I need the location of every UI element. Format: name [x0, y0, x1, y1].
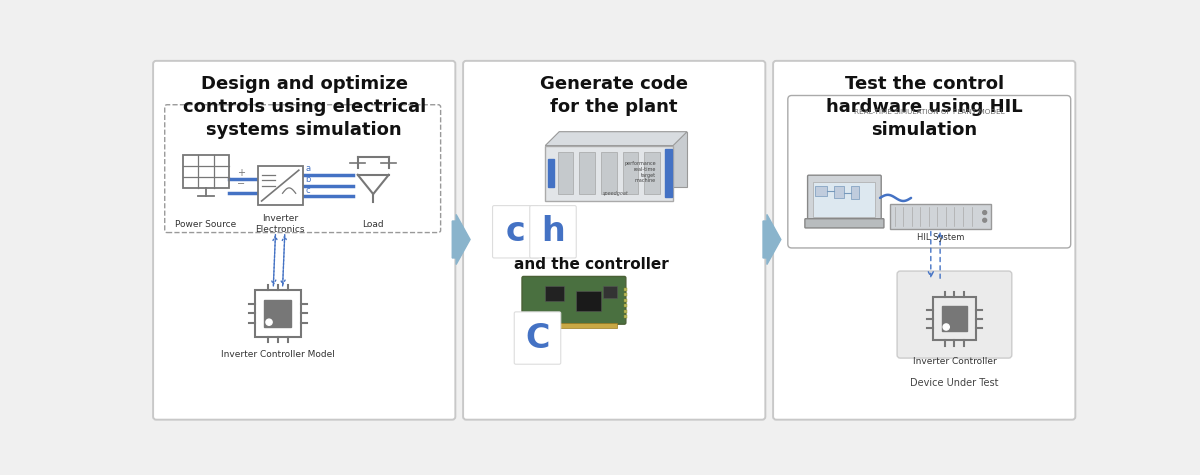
Bar [623, 152, 638, 194]
Text: b: b [305, 175, 311, 184]
Bar [851, 186, 859, 199]
FancyBboxPatch shape [898, 271, 1012, 358]
FancyBboxPatch shape [463, 61, 766, 420]
Text: Test the control
hardware using HIL
simulation: Test the control hardware using HIL simu… [826, 75, 1022, 139]
Bar [644, 152, 660, 194]
Polygon shape [545, 132, 688, 145]
Bar [258, 166, 302, 205]
Bar [624, 304, 628, 307]
FancyArrow shape [763, 215, 781, 265]
Bar [624, 315, 628, 318]
Text: Design and optimize
controls using electrical
systems simulation: Design and optimize controls using elect… [182, 75, 426, 139]
Text: c: c [506, 215, 526, 248]
Bar [602, 285, 617, 298]
Bar [254, 290, 301, 336]
FancyBboxPatch shape [522, 276, 626, 324]
Bar [264, 300, 292, 327]
Bar [182, 155, 229, 189]
Bar [834, 186, 845, 198]
FancyBboxPatch shape [515, 312, 560, 364]
Text: Inverter Controller Model: Inverter Controller Model [221, 351, 335, 360]
FancyBboxPatch shape [805, 218, 884, 228]
Bar [576, 291, 601, 311]
FancyBboxPatch shape [164, 105, 440, 233]
Bar [932, 297, 976, 341]
Text: +: + [238, 168, 246, 178]
Bar [624, 294, 628, 296]
Text: a: a [305, 164, 310, 173]
Bar [545, 145, 673, 201]
Bar [815, 186, 827, 196]
Text: Power Source: Power Source [175, 219, 236, 228]
Text: C: C [526, 322, 550, 354]
Text: Load: Load [362, 219, 384, 228]
Text: REAL-TIME SIMULATION OF PLANT MODEL: REAL-TIME SIMULATION OF PLANT MODEL [854, 109, 1004, 114]
FancyBboxPatch shape [788, 95, 1070, 248]
Bar [890, 204, 991, 228]
Text: Generate code
for the plant: Generate code for the plant [540, 75, 689, 115]
Polygon shape [559, 132, 688, 187]
Text: Device Under Test: Device Under Test [911, 378, 998, 388]
Text: Inverter Controller: Inverter Controller [912, 357, 996, 366]
Text: h: h [541, 215, 565, 248]
FancyArrow shape [452, 215, 470, 265]
Bar [814, 182, 876, 217]
Circle shape [983, 218, 986, 222]
Bar [547, 160, 553, 187]
FancyBboxPatch shape [808, 175, 881, 224]
Bar [545, 285, 564, 301]
Text: −: − [238, 180, 246, 190]
Text: Inverter
Electronics: Inverter Electronics [256, 214, 305, 234]
FancyBboxPatch shape [492, 206, 539, 258]
Bar [942, 306, 967, 331]
Bar [601, 152, 617, 194]
Bar [532, 323, 617, 328]
Text: c: c [305, 186, 310, 195]
Text: and the controller: and the controller [515, 257, 670, 272]
Bar [624, 288, 628, 291]
FancyBboxPatch shape [773, 61, 1075, 420]
Bar [558, 152, 574, 194]
Bar [624, 299, 628, 302]
FancyBboxPatch shape [154, 61, 455, 420]
Circle shape [983, 210, 986, 215]
FancyBboxPatch shape [529, 206, 576, 258]
Circle shape [943, 324, 949, 330]
Circle shape [266, 319, 272, 325]
Bar [580, 152, 595, 194]
Text: performance
real-time
target
machine: performance real-time target machine [624, 161, 656, 183]
Bar [624, 310, 628, 313]
Bar [665, 150, 672, 197]
Text: speedgoat: speedgoat [602, 191, 629, 196]
Text: HIL System: HIL System [917, 233, 964, 242]
